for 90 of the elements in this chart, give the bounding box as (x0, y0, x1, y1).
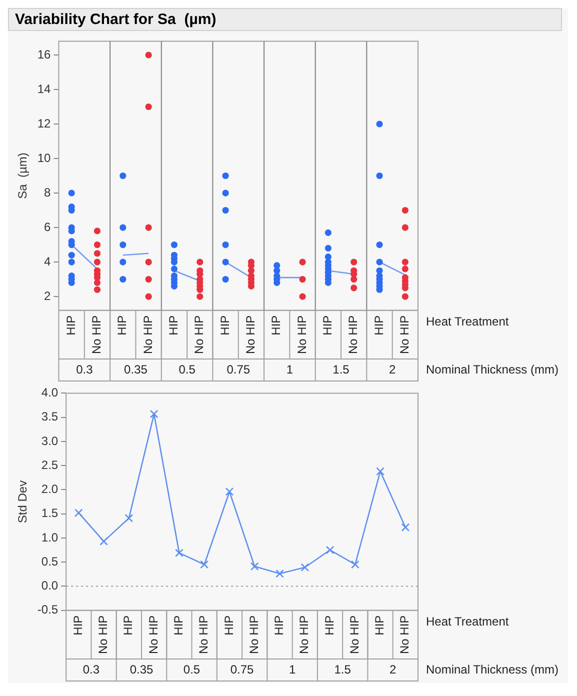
x-tick-label: No HIP (294, 315, 309, 354)
y-tick-label: 4 (44, 254, 52, 268)
y-tick-label: 10 (37, 150, 52, 165)
point (120, 276, 126, 283)
y-tick-label: 1.0 (41, 530, 58, 544)
text: 0.3 (76, 362, 94, 376)
x-tick-label: No HIP (90, 315, 104, 354)
x-tick-label: HIP (115, 315, 130, 336)
x-tick-label: HIP (320, 315, 334, 336)
y-tick-label: 0.5 (41, 554, 58, 568)
x-tick-label: No HIP (347, 615, 362, 654)
y-axis-title: Sa (µm) (16, 152, 30, 199)
x-tick-label: HIP (121, 615, 136, 636)
point (222, 241, 229, 248)
x-tick-label: HIP (166, 315, 181, 336)
point (225, 487, 234, 496)
text: Nominal Thickness (mm) (426, 362, 558, 376)
x-tick-label: HIP (64, 315, 78, 336)
y-tick-label: 14 (37, 82, 52, 96)
y-tick-label: 2.5 (41, 458, 58, 472)
point (376, 258, 383, 266)
x-tick-label: HIP (372, 615, 387, 636)
point (170, 266, 178, 272)
point (68, 258, 75, 266)
point (200, 560, 209, 569)
y-tick-label: 8 (44, 185, 52, 200)
text: 0.75 (230, 662, 254, 676)
point (326, 546, 334, 554)
x-tick-label: No HIP (246, 615, 261, 654)
x-tick-label: HIP (269, 315, 284, 336)
x-tick-label: No HIP (346, 315, 360, 354)
text: 1.5 (334, 662, 352, 676)
point (276, 569, 284, 578)
y-tick-label: 3.0 (41, 434, 58, 448)
text: 0.75 (226, 362, 250, 376)
y-tick-label: 3.5 (41, 410, 58, 424)
x-tick-label: No HIP (297, 615, 312, 654)
text: 0.35 (130, 662, 154, 676)
point (300, 563, 310, 572)
point (250, 562, 259, 571)
x-tick-label: HIP (372, 315, 386, 336)
point (376, 467, 384, 476)
x-tick-label: No HIP (398, 615, 412, 654)
y-tick-label: 4.0 (41, 386, 58, 400)
point (124, 514, 134, 522)
x-axis-title: Heat Treatment (426, 614, 510, 629)
text: 1 (286, 362, 294, 376)
y-tick-label: -0.5 (37, 602, 58, 617)
x-tick-label: HIP (322, 615, 336, 636)
text: 0.5 (183, 662, 200, 676)
point (150, 410, 158, 418)
x-tick-label: HIP (218, 315, 232, 336)
x-tick-label: No HIP (96, 615, 110, 654)
text: 0.5 (178, 362, 196, 376)
point (68, 252, 75, 258)
text: 2 (390, 662, 397, 676)
y-tick-label: 12 (37, 116, 52, 130)
point (74, 508, 83, 518)
x-tick-label: HIP (172, 615, 186, 636)
y-tick-label: 16 (37, 47, 52, 62)
text: 1 (288, 662, 296, 676)
x-tick-label: No HIP (140, 315, 155, 354)
x-axis-title: Heat Treatment (426, 314, 510, 329)
x-tick-label: No HIP (146, 615, 160, 654)
y-tick-label: 0.0 (41, 578, 58, 593)
text: 0.35 (124, 362, 148, 376)
x-tick-label: No HIP (244, 315, 258, 354)
point (120, 258, 126, 266)
x-tick-label: No HIP (192, 315, 206, 354)
y-axis-title: Std Dev (16, 480, 30, 524)
y-tick-label: 2.0 (41, 482, 58, 496)
x-tick-label: No HIP (196, 615, 211, 654)
text: 0.3 (82, 662, 100, 676)
text: Nominal Thickness (mm) (426, 662, 558, 676)
point (222, 258, 229, 266)
text: 1.5 (332, 362, 350, 376)
x-tick-label: HIP (272, 615, 286, 636)
x-tick-label: No HIP (397, 315, 412, 354)
point (350, 560, 360, 569)
point (376, 267, 383, 274)
x-tick-label: HIP (222, 615, 236, 636)
point (401, 523, 410, 532)
chart-title: Variability Chart for Sa (µm) (8, 8, 562, 31)
point (100, 537, 108, 546)
y-tick-label: 2 (44, 288, 52, 303)
text: 2 (388, 362, 396, 376)
x-tick-label: HIP (70, 615, 85, 636)
point (175, 548, 184, 558)
y-tick-label: 6 (44, 220, 52, 234)
y-tick-label: 1.5 (41, 506, 58, 520)
